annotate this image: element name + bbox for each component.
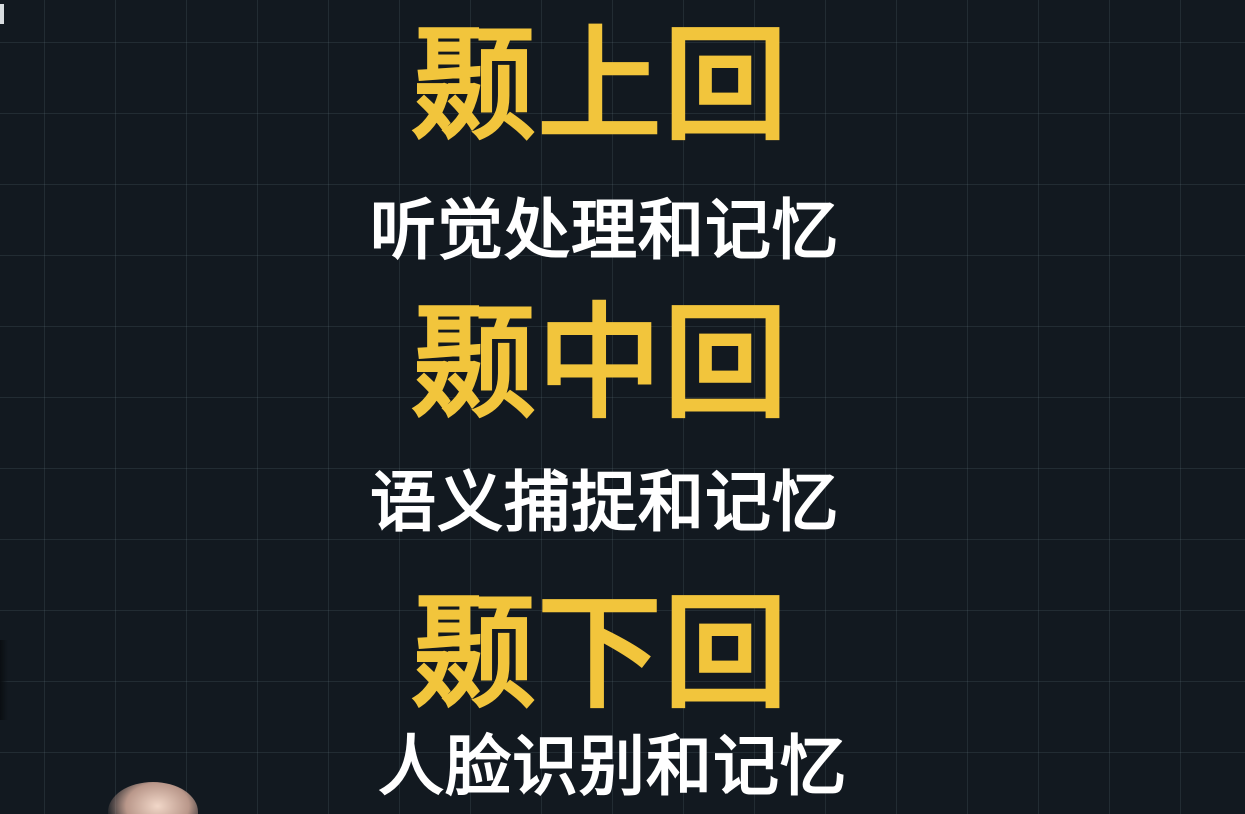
corner-mark xyxy=(0,4,4,24)
section-title-inferior-temporal-gyrus: 颞下回 xyxy=(0,592,1223,716)
section-title-middle-temporal-gyrus: 颞中回 xyxy=(0,302,1223,426)
section-title-superior-temporal-gyrus: 颞上回 xyxy=(0,24,1223,148)
section-subtitle-semantic-capture: 语义捕捉和记忆 xyxy=(0,470,1227,536)
section-subtitle-auditory-processing: 听觉处理和记忆 xyxy=(0,198,1227,264)
